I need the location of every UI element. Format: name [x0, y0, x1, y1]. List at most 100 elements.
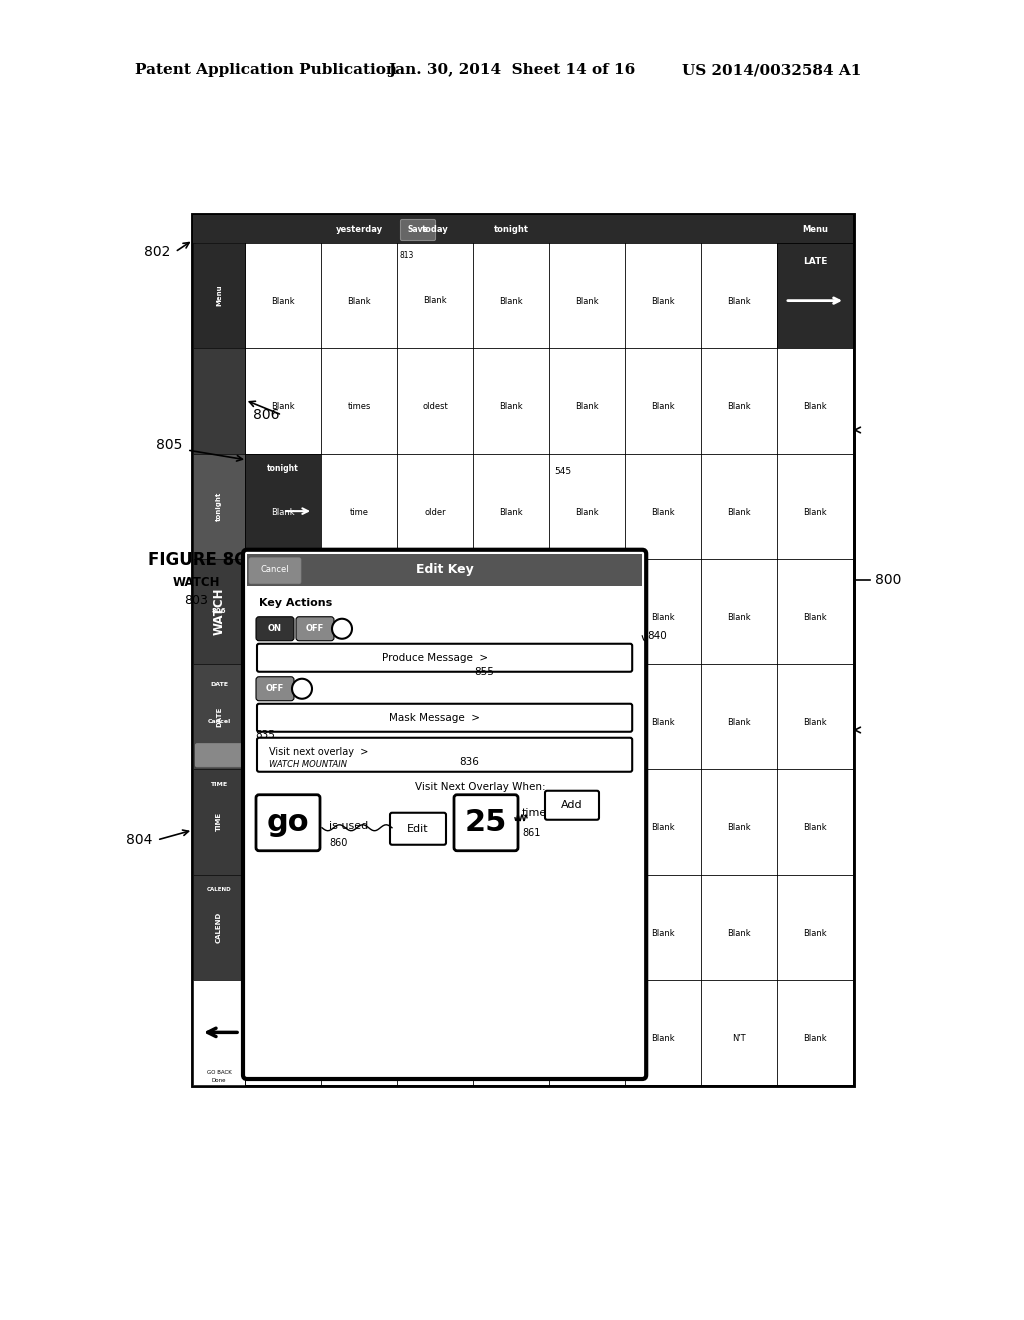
Text: Menu: Menu: [216, 285, 222, 306]
Text: Blank: Blank: [651, 612, 675, 622]
FancyBboxPatch shape: [257, 738, 632, 772]
Bar: [193, 454, 245, 558]
Text: Blank: Blank: [727, 929, 751, 937]
Text: Blank: Blank: [803, 1034, 826, 1043]
Text: Blank: Blank: [499, 297, 523, 306]
FancyBboxPatch shape: [256, 616, 294, 640]
Text: 812: 812: [476, 776, 490, 785]
Text: Visit next overlay  >: Visit next overlay >: [269, 747, 369, 756]
Text: oldest: oldest: [422, 403, 447, 412]
Text: were we: were we: [341, 1034, 377, 1043]
Text: GO BACK: GO BACK: [207, 1071, 231, 1076]
Text: Blank: Blank: [803, 403, 826, 412]
FancyBboxPatch shape: [196, 743, 243, 767]
Text: Blank: Blank: [423, 718, 446, 727]
Text: TIME: TIME: [211, 781, 227, 787]
Text: today: today: [422, 224, 449, 234]
FancyBboxPatch shape: [545, 791, 599, 820]
Text: 836: 836: [460, 756, 479, 767]
Text: 545: 545: [554, 467, 571, 477]
Bar: [193, 215, 853, 1085]
Text: Visit Next Overlay When:: Visit Next Overlay When:: [415, 781, 545, 792]
Text: Patent Application Publication: Patent Application Publication: [135, 63, 397, 77]
Text: Cancel: Cancel: [261, 565, 290, 574]
Text: CALEND: CALEND: [207, 887, 231, 892]
FancyBboxPatch shape: [257, 704, 632, 731]
Text: Blank: Blank: [575, 824, 599, 833]
Text: Add: Add: [561, 800, 583, 809]
FancyBboxPatch shape: [454, 795, 518, 851]
Circle shape: [332, 619, 352, 639]
Text: go: go: [266, 808, 309, 837]
Text: tonight: tonight: [494, 224, 528, 234]
Text: Blank: Blank: [499, 822, 523, 832]
Text: Cancel: Cancel: [208, 719, 230, 725]
Text: 806: 806: [254, 408, 280, 422]
Text: Blank: Blank: [727, 612, 751, 622]
Text: Blank: Blank: [271, 508, 295, 516]
Text: was he: was he: [497, 1034, 525, 1043]
Text: Blank: Blank: [803, 508, 826, 516]
Text: Blank: Blank: [575, 929, 599, 937]
Text: Blank: Blank: [423, 928, 446, 937]
Text: Blank: Blank: [575, 297, 599, 306]
Text: 810: 810: [400, 882, 415, 891]
Text: 814: 814: [248, 987, 262, 997]
Bar: [245, 243, 853, 1085]
Text: old: old: [352, 612, 366, 622]
Text: WATCH: WATCH: [213, 587, 225, 635]
Bar: [193, 664, 245, 770]
Text: Blank: Blank: [575, 508, 599, 516]
Circle shape: [292, 678, 312, 698]
Text: Menu: Menu: [802, 224, 828, 234]
Text: Blank: Blank: [271, 403, 295, 412]
Text: Blank: Blank: [271, 1032, 295, 1041]
Text: 807: 807: [248, 776, 262, 785]
Text: DATE: DATE: [216, 706, 222, 727]
Text: Blank: Blank: [803, 718, 826, 727]
Text: Blank: Blank: [271, 929, 295, 937]
FancyBboxPatch shape: [256, 677, 294, 701]
Text: Mask Message  >: Mask Message >: [389, 713, 480, 723]
Text: N'T: N'T: [732, 1034, 745, 1043]
Text: US 2014/0032584 A1: US 2014/0032584 A1: [682, 63, 861, 77]
Text: Blank: Blank: [499, 718, 523, 727]
Text: time: time: [349, 508, 369, 516]
Text: 855: 855: [474, 667, 495, 677]
Text: Blank: Blank: [575, 612, 599, 622]
Text: 835: 835: [255, 730, 274, 739]
Text: WATCH: WATCH: [172, 576, 220, 589]
Text: Blank: Blank: [651, 403, 675, 412]
FancyBboxPatch shape: [296, 616, 334, 640]
Text: tonight: tonight: [267, 465, 299, 473]
Text: Blank: Blank: [499, 508, 523, 516]
Text: Blank: Blank: [423, 612, 446, 622]
Text: Blank: Blank: [575, 403, 599, 412]
Text: Blank: Blank: [651, 929, 675, 937]
Text: start: start: [349, 929, 369, 937]
Text: Blank: Blank: [423, 296, 446, 305]
Text: 813: 813: [400, 251, 415, 260]
Text: 860: 860: [329, 838, 347, 847]
Text: starts: starts: [347, 824, 371, 833]
Bar: [193, 348, 245, 454]
Text: 25: 25: [465, 808, 507, 837]
Text: Produce Message  >: Produce Message >: [382, 653, 487, 663]
Text: Blank: Blank: [651, 508, 675, 516]
Text: Blank: Blank: [575, 718, 599, 727]
Bar: [193, 770, 245, 874]
Text: 803: 803: [184, 594, 208, 606]
Text: Jan. 30, 2014  Sheet 14 of 16: Jan. 30, 2014 Sheet 14 of 16: [388, 63, 635, 77]
Text: Blank: Blank: [347, 718, 371, 727]
Text: whenever: whenever: [266, 576, 300, 582]
FancyBboxPatch shape: [249, 558, 301, 583]
Text: Blank: Blank: [803, 929, 826, 937]
FancyBboxPatch shape: [390, 813, 446, 845]
Text: WATCH MOUNTAIN: WATCH MOUNTAIN: [269, 760, 347, 770]
Bar: [193, 664, 245, 770]
Text: Blank: Blank: [651, 1034, 675, 1043]
Text: Blank: Blank: [727, 508, 751, 516]
Text: CALEND: CALEND: [216, 912, 222, 942]
Bar: [193, 979, 245, 1085]
Text: 840: 840: [647, 631, 667, 640]
